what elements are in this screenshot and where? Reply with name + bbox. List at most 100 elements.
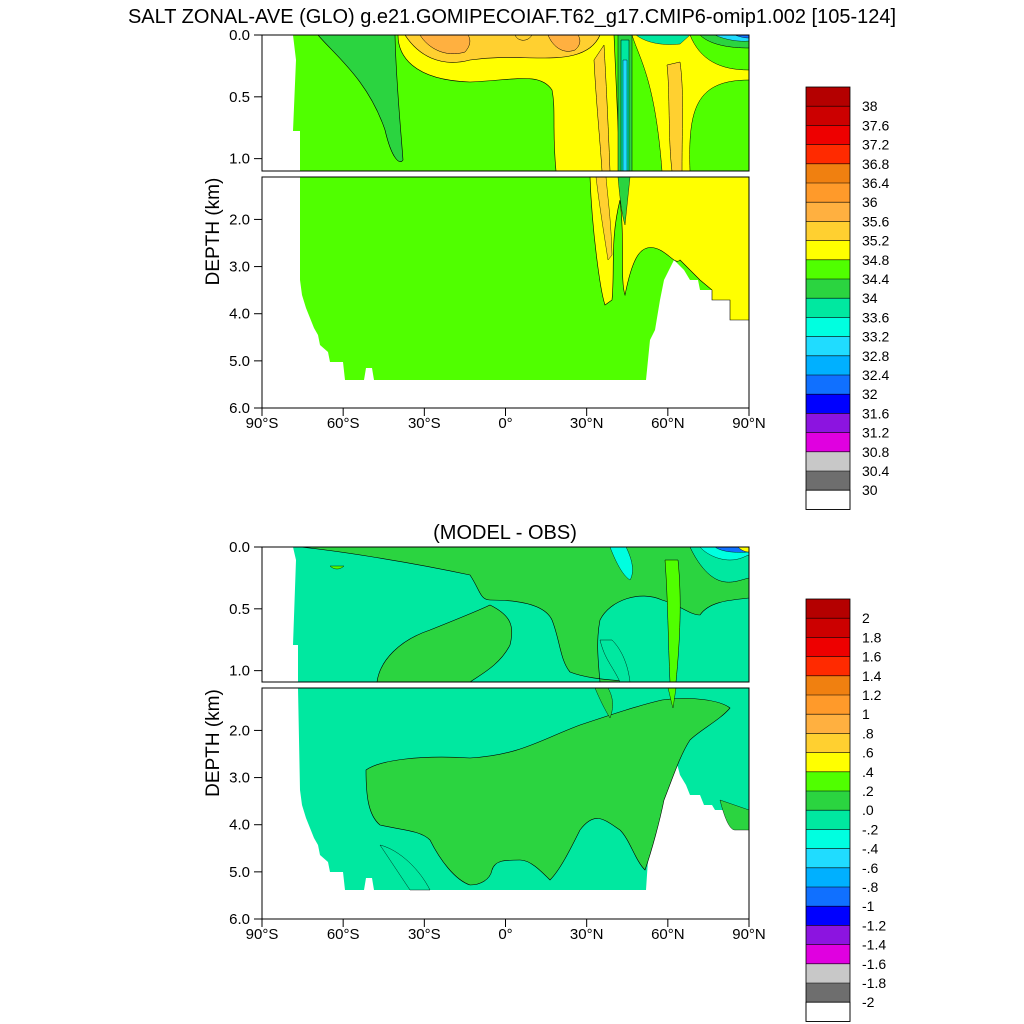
salinity-field-upper xyxy=(262,35,749,171)
x-tick-label: 60°N xyxy=(651,926,685,943)
colorbar-box xyxy=(806,791,850,811)
colorbar-label: 37.2 xyxy=(862,137,889,153)
y-tick-label: 6.0 xyxy=(229,911,250,928)
colorbar-label: 32.4 xyxy=(862,367,889,383)
y-tick-label: 2.0 xyxy=(229,722,250,739)
colorbar-box xyxy=(806,733,850,753)
salinity-panel: 0.0 0.5 1.0 2.0 3.0 4.0 5.0 6.0 DEPTH (km) 90°S 60… xyxy=(203,27,766,432)
colorbar-box xyxy=(806,887,850,907)
colorbar-box xyxy=(806,163,850,183)
colorbar-box xyxy=(806,618,850,638)
colorbar-box xyxy=(806,963,850,983)
colorbar-box xyxy=(806,752,850,772)
difference-field-lower xyxy=(298,688,749,891)
colorbar-label: 1.2 xyxy=(862,687,882,703)
x-tick-label: 90°S xyxy=(246,926,279,943)
colorbar-box xyxy=(806,432,850,452)
colorbar-label: 33.2 xyxy=(862,329,889,345)
x-tick-label: 30°S xyxy=(408,415,441,432)
colorbar-frame xyxy=(805,598,851,1022)
colorbar-label: 32 xyxy=(862,386,878,402)
colorbar-label: 34 xyxy=(862,290,878,306)
colorbar-box xyxy=(806,471,850,491)
salinity-colorbar: 38 37.6 37.2 36.8 36.4 36 35.6 35.2 34.8 34.4 34 33… xyxy=(805,86,889,510)
difference-axes: 0.0 0.5 1.0 2.0 3.0 4.0 5.0 6.0 DEPTH (km) 90°S 60… xyxy=(203,539,766,943)
difference-panel: 0.0 0.5 1.0 2.0 3.0 4.0 5.0 6.0 DEPTH (km) 90°S 60… xyxy=(203,539,766,943)
colorbar-label: 1.4 xyxy=(862,668,882,684)
colorbar-box xyxy=(806,637,850,657)
y-tick-label: 0.0 xyxy=(229,539,250,556)
colorbar-label: -1 xyxy=(862,898,875,914)
difference-field-upper xyxy=(262,547,749,682)
colorbar-label: -1.2 xyxy=(862,917,886,933)
colorbar-box xyxy=(806,298,850,318)
colorbar-label: 34.8 xyxy=(862,252,889,268)
colorbar-label: -.6 xyxy=(862,860,879,876)
colorbar-box xyxy=(806,829,850,849)
colorbar-box xyxy=(806,336,850,356)
x-tick-label: 90°S xyxy=(246,415,279,432)
x-tick-label: 0° xyxy=(498,415,512,432)
colorbar-label: 35.6 xyxy=(862,213,889,229)
colorbar-box xyxy=(806,925,850,945)
colorbar-label: .4 xyxy=(862,764,874,780)
colorbar-label: 30.8 xyxy=(862,444,889,460)
colorbar-box xyxy=(806,106,850,126)
colorbar-box xyxy=(806,183,850,203)
y-axis-label: DEPTH (km) xyxy=(203,689,224,797)
colorbar-label: 30.4 xyxy=(862,463,889,479)
y-tick-label: 3.0 xyxy=(229,770,250,787)
y-tick-label: 5.0 xyxy=(229,353,250,370)
difference-upper-frame xyxy=(261,546,750,683)
y-tick-label: 2.0 xyxy=(229,211,250,228)
x-tick-label: 0° xyxy=(498,926,512,943)
colorbar-box xyxy=(806,317,850,337)
colorbar-box xyxy=(806,695,850,715)
x-tick-label: 60°S xyxy=(327,926,360,943)
x-tick-label: 30°N xyxy=(570,926,604,943)
salinity-upper-frame xyxy=(261,34,750,172)
colorbar-label: -.2 xyxy=(862,821,879,837)
colorbar-label: 36.4 xyxy=(862,175,889,191)
colorbar-box xyxy=(806,355,850,375)
colorbar-box xyxy=(806,848,850,868)
colorbar-label: 37.6 xyxy=(862,117,889,133)
difference-panel-title: (MODEL - OBS) xyxy=(433,522,577,544)
salinity-field-lower xyxy=(300,177,749,380)
colorbar-label: -1.4 xyxy=(862,937,886,953)
colorbar-box xyxy=(806,451,850,471)
colorbar-box xyxy=(806,675,850,695)
colorbar-label: 2 xyxy=(862,610,870,626)
colorbar-box xyxy=(806,810,850,830)
colorbar-label: -.4 xyxy=(862,841,879,857)
colorbar-label: 1.6 xyxy=(862,649,882,665)
colorbar-box xyxy=(806,144,850,164)
colorbar-label: 1.8 xyxy=(862,629,882,645)
y-tick-label: 5.0 xyxy=(229,864,250,881)
colorbar-box xyxy=(806,599,850,619)
colorbar-box xyxy=(806,394,850,414)
colorbar-label: 34.4 xyxy=(862,271,889,287)
salinity-axes: 0.0 0.5 1.0 2.0 3.0 4.0 5.0 6.0 DEPTH (km) 90°S 60… xyxy=(203,27,766,432)
colorbar-box xyxy=(806,202,850,222)
colorbar-label: -1.8 xyxy=(862,975,886,991)
x-tick-label: 60°S xyxy=(327,415,360,432)
colorbar-label: .2 xyxy=(862,783,874,799)
difference-colorbar: 21.81.61.41.21.8.6.4.2.0-.2-.4-.6-.8-1-1… xyxy=(805,598,886,1022)
colorbar-label: -1.6 xyxy=(862,956,886,972)
colorbar-label: 38 xyxy=(862,98,878,114)
colorbar-label: 1 xyxy=(862,706,870,722)
y-tick-label: 3.0 xyxy=(229,259,250,276)
colorbar-label: 35.2 xyxy=(862,233,889,249)
x-tick-label: 90°N xyxy=(732,415,766,432)
y-tick-label: 0.5 xyxy=(229,601,250,618)
colorbar-label: 36 xyxy=(862,194,878,210)
colorbar-box xyxy=(806,87,850,107)
colorbar-box xyxy=(806,375,850,395)
colorbar-label: 36.8 xyxy=(862,156,889,172)
colorbar-box xyxy=(805,1001,851,1022)
y-tick-label: 1.0 xyxy=(229,151,250,168)
colorbar-box xyxy=(806,125,850,145)
y-tick-label: 4.0 xyxy=(229,306,250,323)
